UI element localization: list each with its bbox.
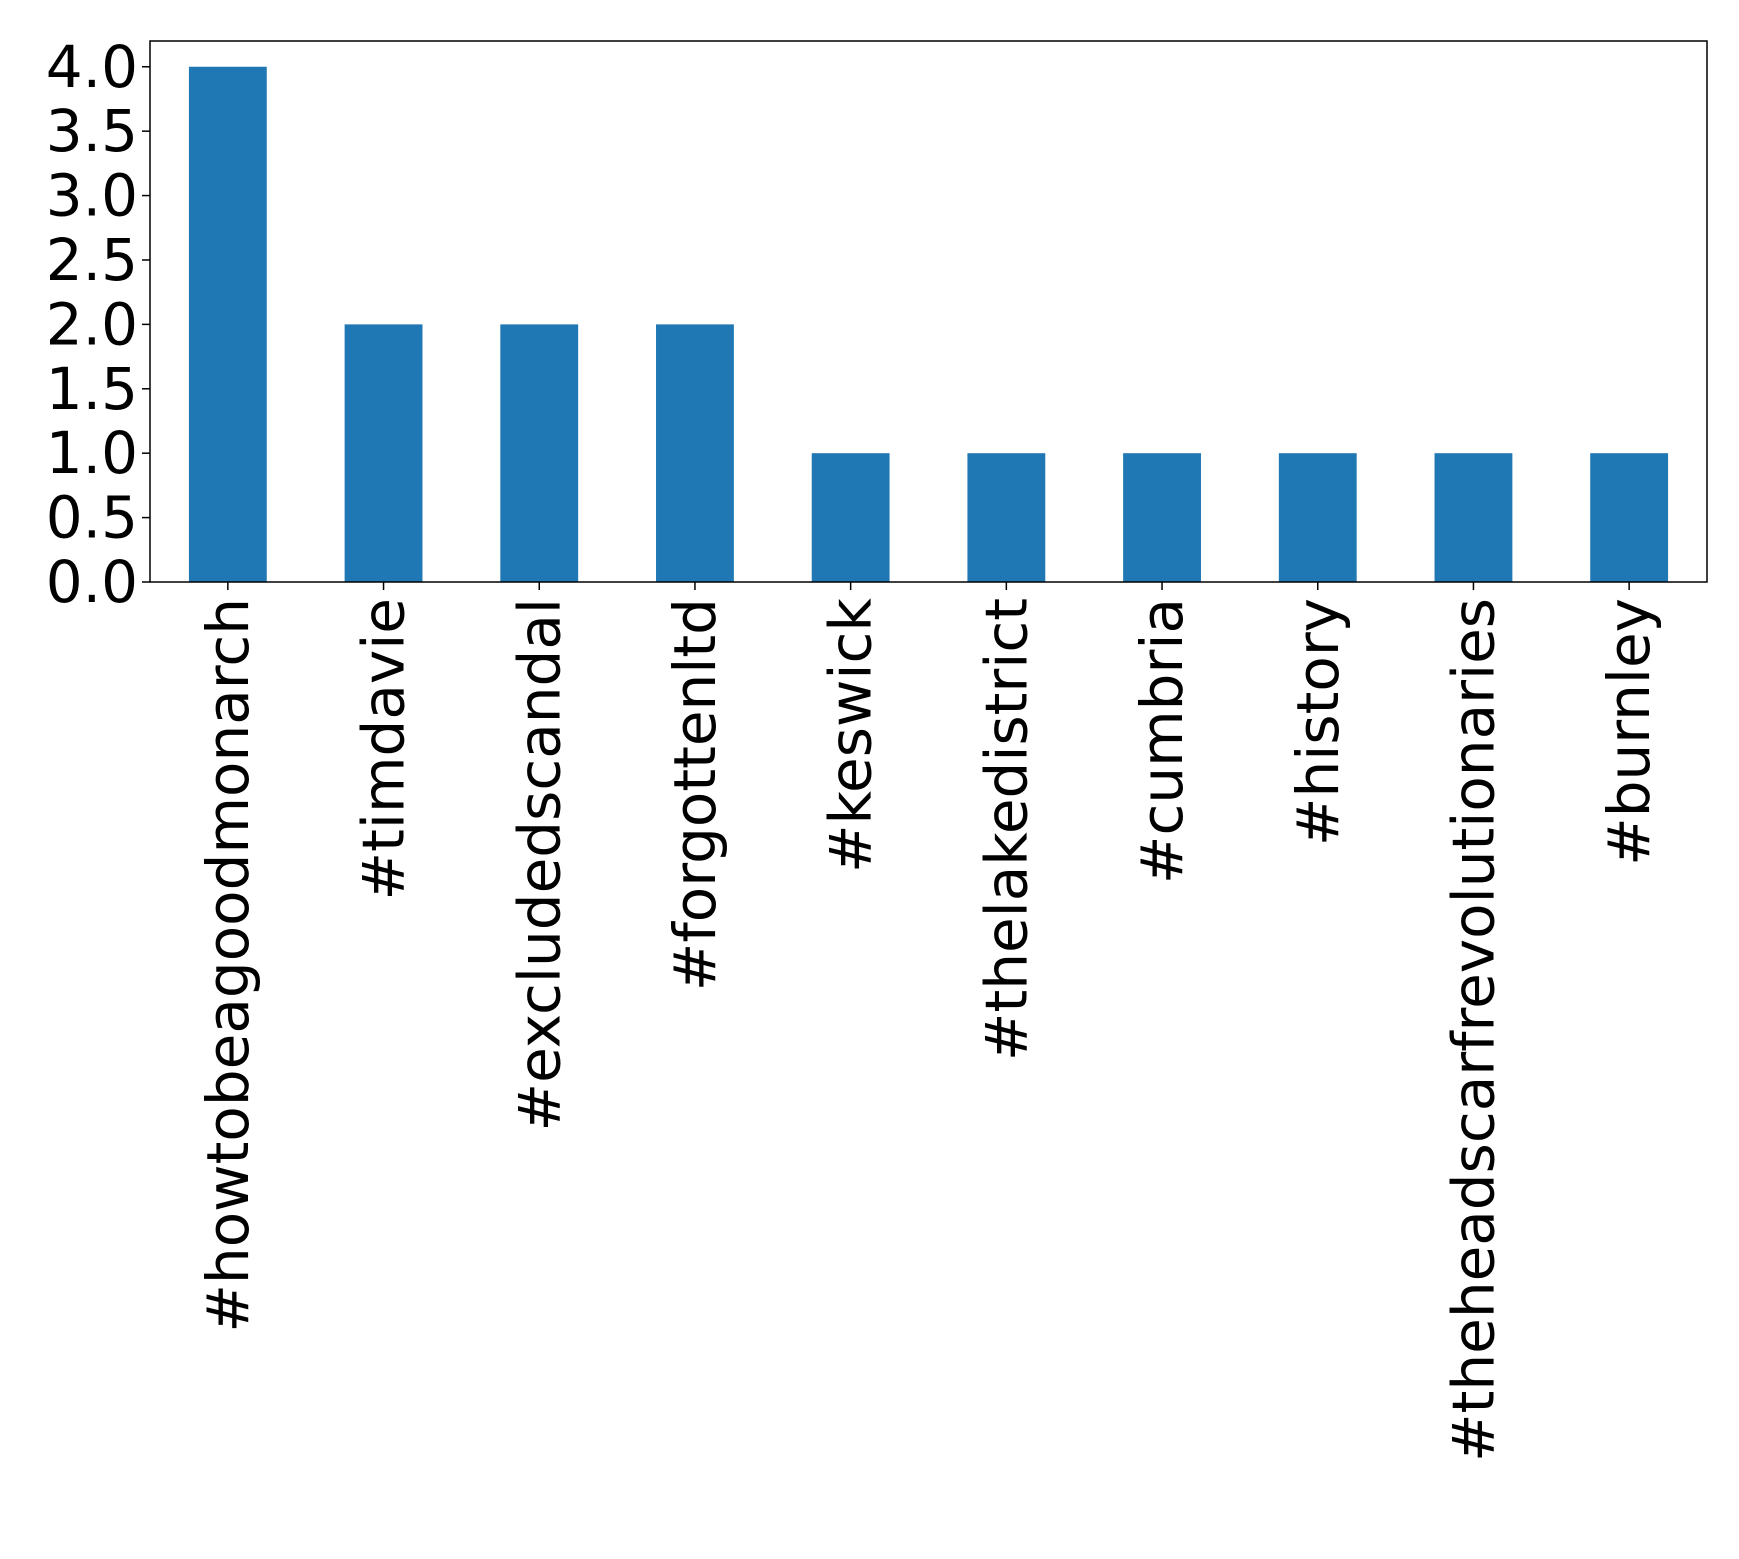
y-tick-label: 2.0 xyxy=(46,290,138,358)
x-axis: #howtobeagoodmonarch #timdavie #excludedsc… xyxy=(194,582,1663,1462)
bar-excludedscandal xyxy=(500,324,579,582)
x-tick-label: #theheadscarfrevolutionaries xyxy=(1439,598,1507,1462)
y-tick-label: 1.5 xyxy=(46,355,138,423)
bar-forgottenltd xyxy=(656,324,734,582)
bar-timdavie xyxy=(344,324,423,582)
y-tick-label: 0.0 xyxy=(46,548,138,616)
x-tick-label: #burnley xyxy=(1595,598,1663,866)
bar-howtobeagoodmonarch xyxy=(188,66,267,582)
y-tick-label: 4.0 xyxy=(46,33,138,101)
x-tick-label: #thelakedistrict xyxy=(972,598,1040,1061)
x-tick-label: #forgottenltd xyxy=(661,598,729,991)
x-tick-label: #history xyxy=(1284,598,1352,846)
bar-thelakedistrict xyxy=(967,453,1046,582)
bar-cumbria xyxy=(1123,453,1201,582)
y-tick-label: 1.0 xyxy=(46,419,138,487)
y-tick-label: 3.0 xyxy=(46,162,138,230)
bar-keswick xyxy=(811,453,890,582)
x-tick-label: #howtobeagoodmonarch xyxy=(194,598,262,1333)
y-tick-label: 3.5 xyxy=(46,97,138,165)
x-tick-label: #keswick xyxy=(817,598,885,873)
y-tick-label: 2.5 xyxy=(46,226,138,294)
x-tick-label: #excludedscandal xyxy=(505,598,573,1132)
x-tick-label: #cumbria xyxy=(1128,598,1196,884)
bar-theheadscarfrevolutionaries xyxy=(1434,453,1513,582)
y-axis: 0.00.51.01.52.02.53.03.54.0 xyxy=(46,33,150,616)
x-tick-label: #timdavie xyxy=(350,598,418,900)
bar-history xyxy=(1278,453,1357,582)
bars-group xyxy=(188,66,1669,582)
bar-burnley xyxy=(1590,453,1669,582)
y-tick-label: 0.5 xyxy=(46,484,138,552)
axes-frame xyxy=(149,40,1708,583)
